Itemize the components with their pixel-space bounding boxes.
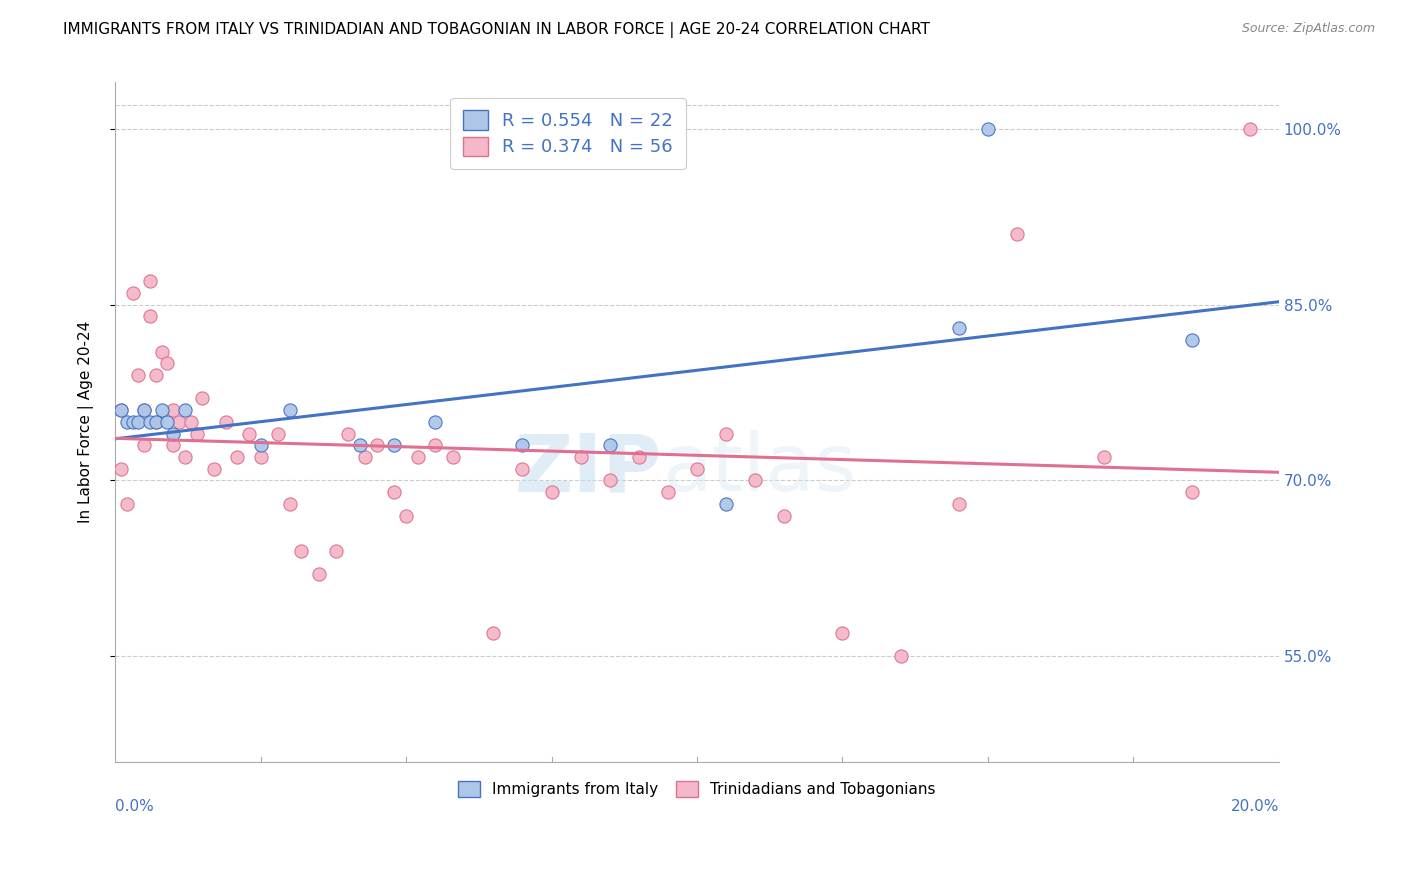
- Legend: Immigrants from Italy, Trinidadians and Tobagonians: Immigrants from Italy, Trinidadians and …: [451, 773, 943, 805]
- Point: [127, 415, 149, 429]
- Point: [162, 403, 184, 417]
- Point: [121, 285, 143, 300]
- Point: [139, 415, 162, 429]
- Point: [384, 485, 406, 500]
- Point: [249, 438, 271, 452]
- Point: [384, 438, 406, 452]
- Point: [569, 450, 592, 464]
- Point: [512, 438, 534, 452]
- Point: [354, 450, 377, 464]
- Point: [215, 415, 238, 429]
- Point: [267, 426, 290, 441]
- Point: [150, 344, 173, 359]
- Point: [110, 461, 132, 475]
- Point: [202, 461, 225, 475]
- Point: [977, 121, 1000, 136]
- Point: [1239, 121, 1261, 136]
- Point: [180, 415, 202, 429]
- Point: [599, 474, 621, 488]
- Point: [134, 403, 156, 417]
- Point: [336, 426, 359, 441]
- Point: [127, 368, 149, 382]
- Point: [657, 485, 679, 500]
- Point: [714, 497, 737, 511]
- Point: [156, 356, 179, 370]
- Point: [714, 426, 737, 441]
- Point: [948, 497, 970, 511]
- Point: [290, 543, 312, 558]
- Point: [627, 450, 650, 464]
- Point: [1005, 227, 1028, 242]
- Point: [115, 497, 138, 511]
- Point: [162, 438, 184, 452]
- Point: [773, 508, 796, 523]
- Point: [167, 415, 190, 429]
- Point: [226, 450, 249, 464]
- Text: ZIP: ZIP: [515, 431, 662, 508]
- Point: [238, 426, 260, 441]
- Point: [441, 450, 464, 464]
- Point: [406, 450, 429, 464]
- Point: [890, 649, 912, 664]
- Point: [512, 461, 534, 475]
- Point: [540, 485, 562, 500]
- Point: [115, 415, 138, 429]
- Point: [150, 403, 173, 417]
- Point: [249, 450, 271, 464]
- Point: [278, 497, 301, 511]
- Point: [349, 438, 371, 452]
- Point: [134, 403, 156, 417]
- Point: [156, 415, 179, 429]
- Point: [145, 415, 167, 429]
- Point: [948, 321, 970, 335]
- Text: 0.0%: 0.0%: [115, 799, 153, 814]
- Point: [145, 415, 167, 429]
- Point: [308, 567, 330, 582]
- Point: [174, 450, 197, 464]
- Point: [1181, 333, 1204, 347]
- Point: [121, 415, 143, 429]
- Point: [174, 403, 197, 417]
- Point: [186, 426, 208, 441]
- Point: [145, 368, 167, 382]
- Point: [686, 461, 709, 475]
- Text: Source: ZipAtlas.com: Source: ZipAtlas.com: [1241, 22, 1375, 36]
- Point: [1181, 485, 1204, 500]
- Point: [110, 403, 132, 417]
- Point: [1092, 450, 1115, 464]
- Point: [278, 403, 301, 417]
- Point: [134, 438, 156, 452]
- Point: [395, 508, 418, 523]
- Point: [366, 438, 388, 452]
- Point: [191, 392, 214, 406]
- Point: [162, 426, 184, 441]
- Point: [139, 310, 162, 324]
- Point: [423, 438, 446, 452]
- Y-axis label: In Labor Force | Age 20-24: In Labor Force | Age 20-24: [79, 321, 94, 523]
- Text: 20.0%: 20.0%: [1230, 799, 1279, 814]
- Point: [599, 438, 621, 452]
- Text: IMMIGRANTS FROM ITALY VS TRINIDADIAN AND TOBAGONIAN IN LABOR FORCE | AGE 20-24 C: IMMIGRANTS FROM ITALY VS TRINIDADIAN AND…: [63, 22, 931, 38]
- Text: atlas: atlas: [662, 431, 856, 508]
- Point: [110, 403, 132, 417]
- Point: [744, 474, 766, 488]
- Point: [482, 625, 505, 640]
- Point: [325, 543, 347, 558]
- Point: [831, 625, 853, 640]
- Point: [139, 274, 162, 288]
- Point: [423, 415, 446, 429]
